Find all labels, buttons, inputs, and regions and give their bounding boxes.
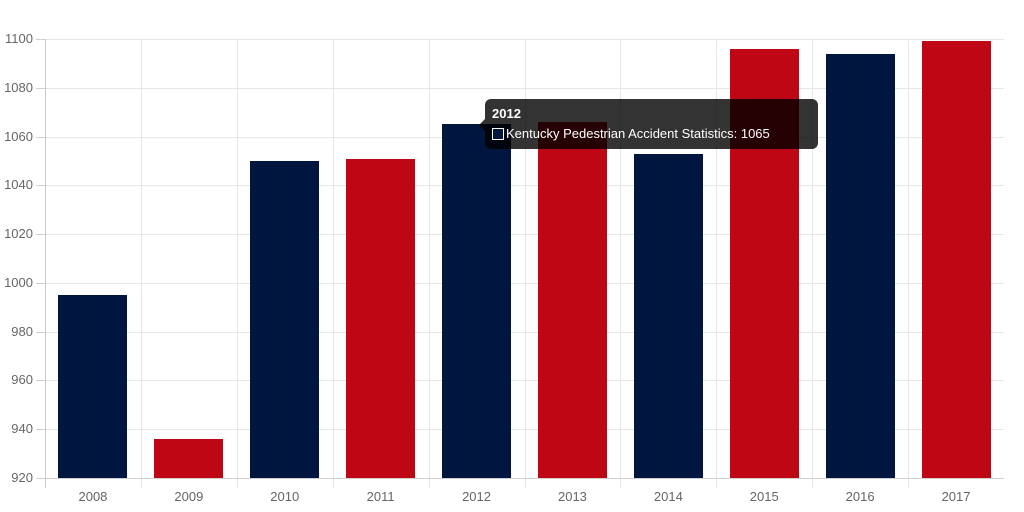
y-tick	[36, 87, 45, 89]
v-gridline	[812, 39, 814, 488]
y-tick-label: 980	[11, 323, 33, 339]
bar-2013[interactable]	[537, 121, 607, 478]
legend-swatch-icon	[492, 127, 504, 140]
x-axis-line	[36, 478, 1004, 479]
v-gridline	[428, 39, 430, 488]
x-tick-label: 2011	[366, 489, 395, 504]
tooltip-row: Kentucky Pedestrian Accident Statistics:…	[492, 126, 770, 141]
bar-2017[interactable]	[921, 41, 991, 478]
tooltip-label: Kentucky Pedestrian Accident Statistics:…	[506, 126, 770, 141]
tooltip: 2012 Kentucky Pedestrian Accident Statis…	[479, 99, 818, 149]
v-gridline	[236, 39, 238, 488]
x-tick-label: 2009	[174, 489, 204, 504]
x-tick-label: 2017	[941, 489, 971, 504]
y-tick-label: 1040	[4, 177, 33, 193]
v-gridline	[332, 39, 334, 488]
bar-2011[interactable]	[346, 158, 416, 478]
v-gridline	[620, 39, 622, 488]
y-tick	[36, 380, 45, 382]
y-tick-label: 920	[11, 470, 33, 485]
y-tick	[36, 136, 45, 138]
y-tick-label: 1100	[5, 31, 33, 46]
bar-2012[interactable]	[442, 124, 512, 478]
y-tick-label: 1080	[4, 79, 33, 95]
tooltip-title: 2012	[492, 106, 521, 121]
y-tick	[36, 478, 45, 479]
v-gridline	[908, 39, 910, 488]
v-gridline	[524, 39, 526, 488]
x-tick-label: 2014	[653, 489, 683, 504]
y-tick	[36, 39, 45, 40]
v-gridline	[140, 39, 142, 488]
bar-2009[interactable]	[154, 438, 224, 478]
y-tick-label: 940	[11, 421, 33, 437]
y-axis-line	[45, 39, 46, 488]
bar-2008[interactable]	[58, 295, 128, 478]
x-tick-label: 2013	[557, 489, 587, 504]
tooltip-caret	[479, 119, 485, 131]
y-tick	[36, 429, 45, 431]
y-tick	[36, 282, 45, 284]
y-tick-label: 1060	[4, 128, 33, 144]
x-tick-label: 2008	[78, 489, 108, 504]
y-tick	[36, 331, 45, 333]
bar-2010[interactable]	[250, 160, 320, 478]
x-tick-label: 2010	[270, 489, 300, 504]
y-tick-label: 1020	[4, 226, 33, 242]
bar-2014[interactable]	[633, 153, 703, 478]
y-tick	[36, 234, 45, 236]
y-tick-label: 960	[11, 372, 33, 388]
x-tick-label: 2016	[845, 489, 875, 504]
y-tick-label: 1000	[4, 274, 33, 290]
x-tick-label: 2015	[749, 489, 779, 504]
y-tick	[36, 185, 45, 187]
x-tick-label: 2012	[462, 489, 491, 504]
v-gridline	[716, 39, 718, 488]
bar-2016[interactable]	[825, 53, 895, 478]
